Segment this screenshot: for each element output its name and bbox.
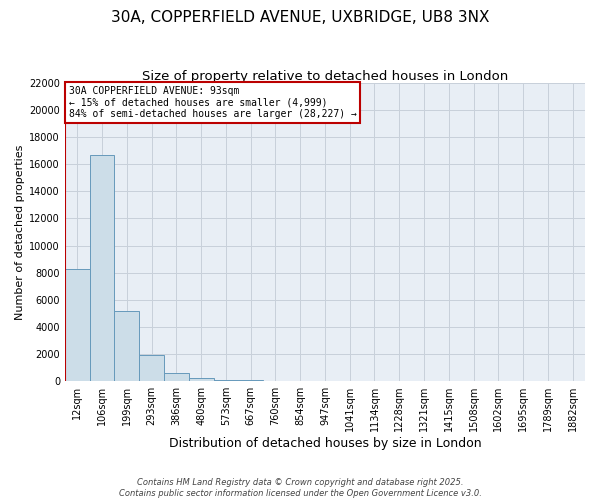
Bar [214, 380, 238, 381]
Title: Size of property relative to detached houses in London: Size of property relative to detached ho… [142, 70, 508, 83]
Bar [238, 380, 263, 381]
Bar [189, 378, 214, 381]
Bar [115, 310, 139, 381]
Text: 30A, COPPERFIELD AVENUE, UXBRIDGE, UB8 3NX: 30A, COPPERFIELD AVENUE, UXBRIDGE, UB8 3… [111, 10, 489, 25]
Y-axis label: Number of detached properties: Number of detached properties [15, 144, 25, 320]
Text: 30A COPPERFIELD AVENUE: 93sqm
← 15% of detached houses are smaller (4,999)
84% o: 30A COPPERFIELD AVENUE: 93sqm ← 15% of d… [68, 86, 356, 119]
Bar [164, 373, 189, 381]
Bar [89, 155, 115, 381]
Bar [139, 356, 164, 381]
Bar [65, 268, 89, 381]
Text: Contains HM Land Registry data © Crown copyright and database right 2025.
Contai: Contains HM Land Registry data © Crown c… [119, 478, 481, 498]
X-axis label: Distribution of detached houses by size in London: Distribution of detached houses by size … [169, 437, 481, 450]
